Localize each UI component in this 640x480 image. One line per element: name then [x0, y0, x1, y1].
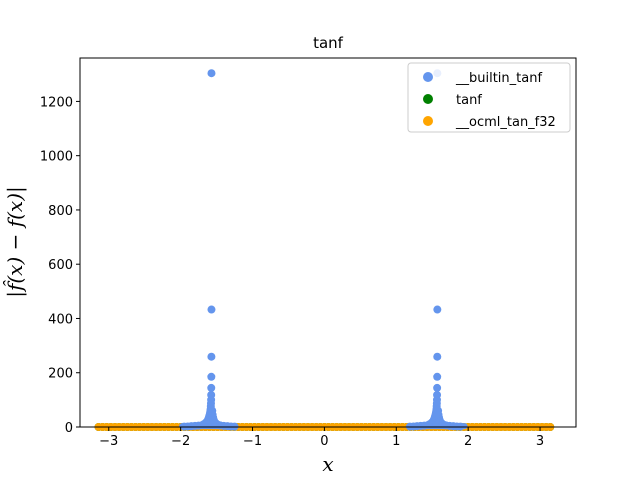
- legend-marker: [423, 94, 433, 104]
- y-tick-label: 0: [65, 421, 73, 436]
- legend-label: tanf: [456, 93, 482, 108]
- y-tick-label: 600: [48, 258, 73, 273]
- y-tick-label: 400: [48, 312, 73, 327]
- data-point: [207, 383, 216, 392]
- y-tick-label: 800: [48, 204, 73, 219]
- legend-box: [407, 62, 571, 133]
- data-point: [433, 372, 442, 381]
- legend-marker: [423, 116, 433, 126]
- y-tick-label: 200: [48, 367, 73, 382]
- data-point: [433, 352, 442, 361]
- x-axis: −3 −2 −1 0 1 2 3: [99, 427, 544, 449]
- x-tick-label: −1: [243, 434, 262, 449]
- plot-frame: [79, 57, 577, 428]
- data-point: [207, 305, 216, 314]
- data-point: [207, 69, 216, 78]
- x-tick-label: 3: [536, 434, 544, 449]
- legend-label: __builtin_tanf: [455, 71, 542, 86]
- data-point: [231, 423, 238, 430]
- data-point: [433, 305, 442, 314]
- y-tick-label: 1200: [40, 95, 73, 110]
- y-axis-label: |f̂(x) − f(x)|: [3, 186, 28, 298]
- x-tick-label: 1: [392, 434, 400, 449]
- y-tick-label: 1000: [40, 150, 73, 165]
- legend-marker: [423, 72, 433, 82]
- x-tick-label: −3: [99, 434, 118, 449]
- legend-label: __ocml_tan_f32: [455, 115, 556, 130]
- x-tick-label: 0: [320, 434, 328, 449]
- data-point: [207, 352, 216, 361]
- data-point: [207, 372, 216, 381]
- x-tick-label: 2: [464, 434, 472, 449]
- data-point: [461, 423, 468, 430]
- chart-title: tanf: [313, 34, 344, 52]
- data-point: [433, 383, 442, 392]
- x-tick-label: −2: [171, 434, 190, 449]
- y-axis: 0 200 400 600 800 1000 1200: [40, 95, 80, 436]
- x-axis-label: x: [322, 452, 333, 476]
